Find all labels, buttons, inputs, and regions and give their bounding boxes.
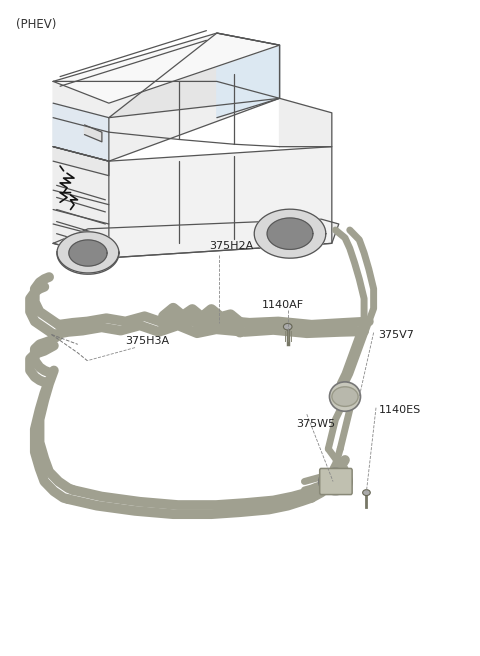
Text: 1140ES: 1140ES [378,405,420,415]
Polygon shape [217,33,279,117]
Polygon shape [69,240,107,266]
Text: 375V7: 375V7 [378,329,414,340]
Polygon shape [53,103,109,161]
Text: 375H2A: 375H2A [209,241,253,251]
Polygon shape [109,147,332,258]
Polygon shape [57,232,119,274]
Ellipse shape [329,382,360,411]
Text: (PHEV): (PHEV) [16,18,56,31]
FancyBboxPatch shape [320,468,352,495]
Polygon shape [267,218,313,249]
Ellipse shape [283,323,292,330]
Polygon shape [53,147,109,258]
Polygon shape [254,209,326,258]
Text: 1140AF: 1140AF [262,300,304,310]
Ellipse shape [319,468,352,495]
Polygon shape [109,33,279,117]
Polygon shape [53,33,279,103]
Ellipse shape [363,489,370,495]
Text: 375H3A: 375H3A [125,337,169,346]
Polygon shape [53,81,279,161]
Polygon shape [84,125,102,142]
Text: 375W5: 375W5 [296,419,336,430]
Polygon shape [279,98,332,147]
Polygon shape [53,147,109,176]
Ellipse shape [332,387,358,406]
Polygon shape [53,219,339,258]
